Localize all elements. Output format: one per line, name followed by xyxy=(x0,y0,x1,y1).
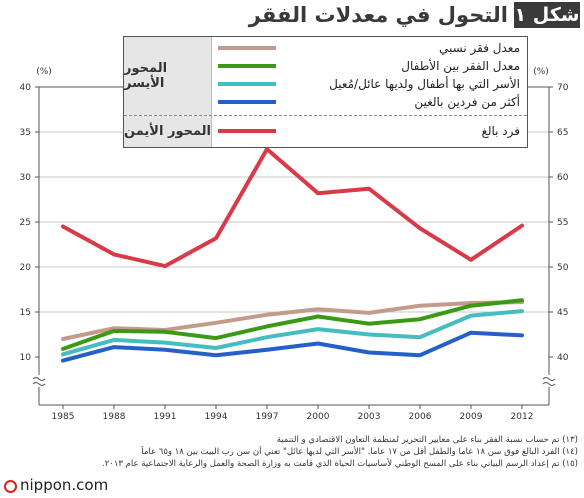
left-tick-label: 15 xyxy=(20,308,31,318)
brand-name: nippon xyxy=(20,476,72,494)
figure-number: شكل ١ xyxy=(514,2,580,28)
left-axis-ticks: 10 15 20 25 30 35 40 (%) xyxy=(20,67,52,363)
series-line-3 xyxy=(61,309,524,357)
legend-item-child-poverty: معدل الفقر بين الأطفال xyxy=(218,58,520,74)
footnote: (١٤) الفرد البالغ فوق سن ١٨ عاما والطفل … xyxy=(141,447,578,457)
right-tick-label: 50 xyxy=(557,263,569,273)
series-line-2 xyxy=(61,298,524,351)
legend-label: معدل الفقر بين الأطفال xyxy=(401,59,520,73)
x-tick-label: 2003 xyxy=(358,412,381,422)
legend-swatch xyxy=(218,82,276,86)
legend-swatch xyxy=(218,46,276,50)
right-tick-label: 65 xyxy=(557,128,568,138)
legend-item-relative-poverty: معدل فقر نسبي xyxy=(218,40,520,56)
logo-circle-icon xyxy=(4,480,17,493)
right-axis-unit: (%) xyxy=(533,67,549,77)
left-tick-label: 35 xyxy=(20,128,31,138)
axis-break-icon xyxy=(32,377,46,386)
x-tick-label: 1994 xyxy=(205,412,228,422)
legend-right-axis-label: المحور الأيمن xyxy=(124,116,212,147)
series-layer xyxy=(61,147,524,363)
legend-label: معدل فقر نسبي xyxy=(439,41,520,55)
legend-divider xyxy=(124,115,527,116)
right-axis-ticks: 40 45 50 55 60 65 70 (%) xyxy=(533,67,569,363)
legend-item-single-adult: فرد بالغ xyxy=(218,123,520,139)
axis-break-icon xyxy=(542,377,556,386)
x-tick-label: 2009 xyxy=(460,412,483,422)
brand-suffix: .com xyxy=(71,476,109,494)
figure-header: شكل ١ التحول في معدلات الفقر xyxy=(0,0,584,32)
x-tick-label: 1997 xyxy=(256,412,279,422)
right-tick-label: 40 xyxy=(557,353,569,363)
legend-swatch xyxy=(218,129,276,133)
left-tick-label: 20 xyxy=(20,263,32,273)
left-tick-label: 30 xyxy=(20,173,32,183)
series-line-4 xyxy=(61,330,524,363)
footnotes: (١٣) تم حساب نسبة الفقر بناء على معايير … xyxy=(6,434,578,470)
x-tick-label: 2000 xyxy=(307,412,330,422)
left-axis-unit: (%) xyxy=(36,67,52,77)
left-tick-label: 40 xyxy=(20,83,32,93)
footnote: (١٣) تم حساب نسبة الفقر بناء على معايير … xyxy=(276,435,578,445)
right-tick-label: 55 xyxy=(557,218,568,228)
x-axis-ticks: 1985 1988 1991 1994 1997 2000 2003 2006 2009 2012 xyxy=(52,405,534,422)
brand-logo: nippon.com xyxy=(4,476,108,494)
legend-item-households-with-children: الأسر التي بها أطفال ولديها عائل/مُعيل xyxy=(218,76,520,92)
right-tick-label: 70 xyxy=(557,83,569,93)
legend-item-two-plus-adults: أكثر من فردين بالغين xyxy=(218,94,520,110)
legend-swatch xyxy=(218,64,276,68)
x-tick-label: 2006 xyxy=(409,412,432,422)
legend-left-axis-label: المحور الأيسر xyxy=(124,37,212,115)
x-tick-label: 2012 xyxy=(511,412,534,422)
legend-label: فرد بالغ xyxy=(481,124,520,138)
right-tick-label: 60 xyxy=(557,173,569,183)
left-tick-label: 25 xyxy=(20,218,31,228)
series-line-1 xyxy=(61,300,524,341)
legend-label: أكثر من فردين بالغين xyxy=(414,95,520,109)
legend: المحور الأيسر المحور الأيمن معدل فقر نسب… xyxy=(123,36,528,148)
chart-title: التحول في معدلات الفقر xyxy=(248,3,508,27)
x-tick-label: 1988 xyxy=(103,412,126,422)
legend-label: الأسر التي بها أطفال ولديها عائل/مُعيل xyxy=(329,77,520,91)
x-tick-label: 1985 xyxy=(52,412,75,422)
right-tick-label: 45 xyxy=(557,308,568,318)
footnote: (١٥) تم إعداد الرسم البياني بناء على الم… xyxy=(102,459,578,469)
series-line-5 xyxy=(61,147,524,269)
left-tick-label: 10 xyxy=(20,353,32,363)
x-tick-label: 1991 xyxy=(154,412,177,422)
legend-swatch xyxy=(218,100,276,104)
